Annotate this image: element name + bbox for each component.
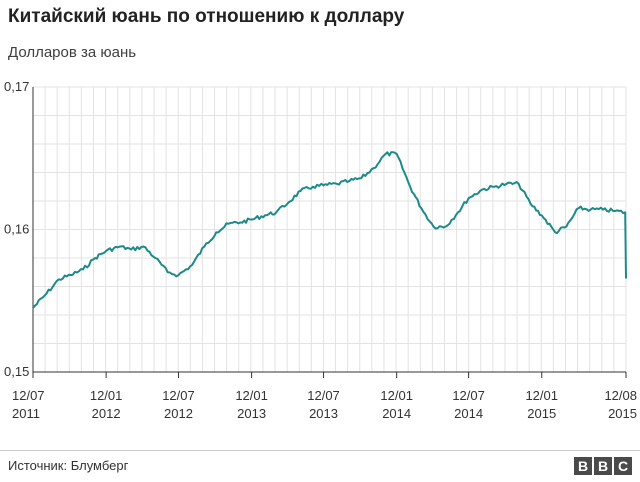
data-point	[264, 214, 266, 217]
data-point	[348, 180, 351, 182]
logo-letter: B	[574, 457, 592, 475]
x-tick-label: 2011	[12, 406, 40, 421]
data-point	[589, 208, 592, 211]
data-point	[177, 274, 180, 276]
data-point	[287, 201, 290, 204]
chart-title: Китайский юань по отношению к доллару	[8, 6, 405, 27]
data-point	[577, 207, 580, 209]
data-point	[467, 197, 470, 199]
gridlines	[32, 86, 627, 373]
data-point	[529, 203, 532, 205]
x-tick-label: 12/07	[452, 388, 485, 403]
data-point	[540, 214, 543, 217]
data-point	[312, 185, 314, 188]
data-point	[130, 248, 132, 251]
data-point	[215, 231, 218, 234]
x-tick-label: 2015	[527, 406, 556, 421]
data-point	[565, 225, 568, 228]
x-tick-label: 12/01	[525, 388, 558, 403]
data-point	[191, 264, 193, 266]
chart-subtitle: Долларов за юань	[8, 44, 137, 61]
data-point	[82, 268, 84, 271]
data-point	[395, 153, 398, 155]
data-point	[360, 177, 363, 179]
data-point	[505, 183, 508, 185]
data-point	[45, 292, 48, 295]
line-chart: 0,17 0,16 0,15 12/07 2011 12/01 2012 12/07 2012…	[4, 79, 637, 421]
data-point	[554, 231, 557, 234]
x-tick-label: 12/07	[307, 388, 340, 403]
x-tick-label: 2013	[237, 406, 266, 421]
x-tick-label: 12/07	[12, 388, 45, 403]
data-point	[420, 207, 423, 209]
data-point	[517, 183, 520, 185]
series-line	[32, 151, 627, 309]
data-point	[372, 167, 375, 170]
y-tick-label: 0,16	[4, 222, 29, 237]
y-tick-label: 0,15	[4, 364, 29, 379]
data-point	[94, 257, 96, 259]
data-point	[227, 223, 230, 225]
data-point	[105, 250, 107, 252]
data-point	[336, 183, 338, 185]
data-point	[69, 274, 72, 276]
data-point	[250, 218, 253, 221]
data-point	[625, 277, 627, 279]
x-tick-label: 2012	[92, 406, 121, 421]
data-point	[493, 185, 496, 188]
logo-letter: B	[594, 457, 612, 475]
data-point	[384, 153, 387, 155]
data-point	[444, 225, 447, 228]
data-point	[32, 307, 34, 309]
footer-divider	[0, 450, 640, 451]
logo-letter: C	[614, 457, 632, 475]
data-point	[322, 184, 325, 187]
x-tick-label: 12/01	[235, 388, 268, 403]
data-point	[299, 190, 302, 192]
x-tick-label: 2015	[608, 406, 637, 421]
data-point	[457, 211, 459, 214]
y-axis-ticks: 0,17 0,16 0,15	[4, 79, 29, 379]
data-point	[166, 271, 169, 274]
data-point	[432, 225, 435, 228]
x-tick-label: 12/08	[604, 388, 637, 403]
data-point	[58, 278, 60, 281]
data-point	[275, 211, 278, 214]
x-tick-label: 2014	[454, 406, 483, 421]
data-point	[118, 245, 121, 248]
data-point	[142, 245, 145, 248]
data-point	[602, 208, 604, 211]
data-point	[409, 185, 411, 188]
x-tick-label: 12/01	[380, 388, 413, 403]
data-point	[481, 188, 483, 191]
data-point	[203, 245, 206, 248]
data-point	[239, 221, 242, 224]
x-tick-label: 2013	[309, 406, 338, 421]
data-point	[614, 210, 616, 212]
x-axis-ticks: 12/07 2011 12/01 2012 12/07 2012 12/01 2013 12/0…	[12, 372, 637, 421]
bbc-logo: B B C	[574, 457, 632, 475]
x-tick-label: 2012	[164, 406, 193, 421]
data-point	[624, 211, 627, 214]
source-note: Источник: Блумберг	[8, 458, 129, 473]
data-point	[154, 257, 157, 259]
x-tick-label: 2014	[382, 406, 411, 421]
series-group	[32, 151, 627, 309]
x-tick-label: 12/01	[90, 388, 123, 403]
x-tick-label: 12/07	[162, 388, 195, 403]
y-tick-label: 0,17	[4, 79, 29, 94]
